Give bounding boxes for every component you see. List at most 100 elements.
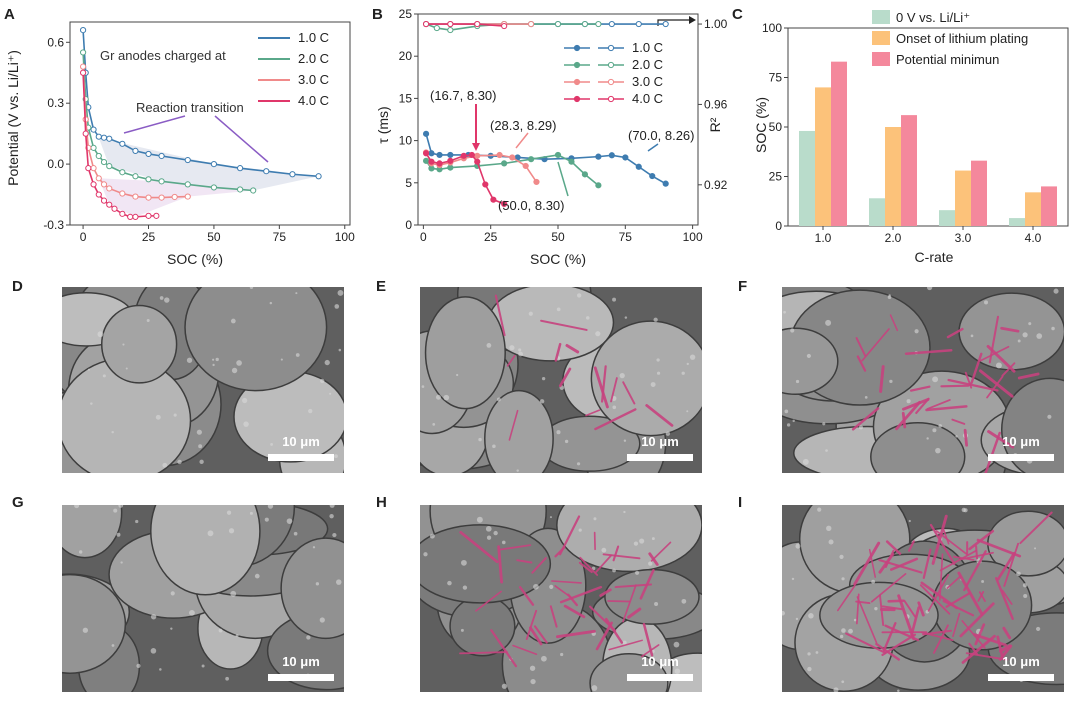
- surface-debris: [329, 505, 335, 508]
- lithium-dendrite: [599, 588, 612, 597]
- graphite-particle: [870, 421, 966, 473]
- lithium-dendrite: [475, 590, 502, 612]
- surface-debris: [198, 444, 203, 449]
- chart-b-annotation-2: (28.3, 8.29): [490, 118, 557, 133]
- lithium-dendrite: [984, 431, 1001, 473]
- surface-debris: [839, 554, 844, 559]
- surface-debris: [593, 517, 597, 521]
- lithium-dendrite: [558, 367, 572, 388]
- chart-a-xtick-label-1: 25: [142, 230, 156, 244]
- surface-debris: [623, 510, 626, 514]
- lithium-dendrite: [909, 385, 931, 392]
- surface-debris: [170, 591, 175, 596]
- surface-debris: [673, 641, 680, 648]
- surface-debris: [456, 373, 459, 377]
- graphite-particle: [958, 292, 1064, 371]
- chart-c-xtick-label-2: 3.0: [955, 231, 972, 245]
- chart-b-point-1-8: [568, 158, 575, 165]
- surface-debris: [784, 409, 789, 414]
- sem-image-g: [62, 505, 344, 692]
- lithium-dendrite: [875, 642, 901, 661]
- surface-debris: [135, 519, 139, 524]
- surface-debris: [560, 652, 564, 657]
- surface-debris: [790, 328, 795, 333]
- chart-c-ylabel: SOC (%): [753, 97, 769, 153]
- lithium-dendrite: [506, 354, 516, 367]
- surface-debris: [887, 295, 892, 299]
- chart-b-point-3-4: [460, 152, 467, 159]
- surface-debris: [111, 430, 114, 434]
- surface-debris: [539, 399, 545, 404]
- surface-debris: [601, 547, 607, 553]
- chart-b-point-0-11: [622, 154, 629, 161]
- sem-image-f: [782, 287, 1064, 473]
- lithium-dendrite: [516, 559, 533, 564]
- chart-b-ytick-label-3: 15: [399, 91, 413, 105]
- lithium-dendrite: [929, 523, 956, 566]
- lithium-dendrite: [927, 573, 950, 612]
- chart-b-point-0-3: [447, 151, 454, 159]
- chart-b-point-0-14: [662, 180, 669, 187]
- sem-image-h-svg: [420, 505, 702, 692]
- chart-a-point-3-1: [82, 130, 89, 137]
- lithium-dendrite: [559, 515, 581, 556]
- surface-debris: [938, 424, 943, 428]
- lithium-dendrite: [947, 378, 999, 392]
- chart-a-point-0-5: [100, 134, 108, 141]
- chart-a-point-2-10: [158, 194, 165, 201]
- lithium-dendrite: [938, 553, 944, 601]
- lithium-dendrite: [845, 632, 886, 654]
- chart-a-point-0-6: [106, 135, 113, 142]
- surface-debris: [825, 319, 832, 326]
- lithium-dendrite: [602, 553, 641, 560]
- lithium-dendrite: [1019, 511, 1053, 545]
- surface-debris: [125, 367, 128, 370]
- lithium-dendrite: [996, 635, 1004, 658]
- chart-a-xlabel: SOC (%): [167, 251, 223, 267]
- chart-b-annotation-3: (70.0, 8.26): [628, 128, 695, 143]
- surface-debris: [269, 301, 273, 305]
- lithium-dendrite: [999, 644, 1012, 653]
- lithium-dendrite: [1003, 542, 1020, 587]
- lithium-dendrite: [856, 596, 878, 644]
- surface-debris: [889, 379, 893, 384]
- lithium-dendrite: [976, 538, 1022, 558]
- chart-a-point-2-5: [100, 181, 108, 188]
- lithium-dendrite: [887, 599, 905, 603]
- scale-bar-label-i: 10 μm: [1002, 654, 1040, 669]
- surface-debris: [267, 505, 274, 509]
- chart-b-point-5-6: [554, 20, 562, 28]
- lithium-dendrite: [861, 328, 890, 362]
- lithium-dendrite: [1000, 326, 1020, 333]
- lithium-dendrite: [531, 557, 547, 574]
- surface-debris: [576, 293, 582, 298]
- panel-label-c: C: [732, 6, 743, 23]
- chart-a-point-0-7: [119, 140, 126, 147]
- lithium-dendrite: [459, 651, 508, 655]
- surface-debris: [1023, 593, 1028, 599]
- chart-a-point-1-5: [100, 158, 108, 166]
- sem-image-i-svg: [782, 505, 1064, 692]
- scale-bar-e: [627, 454, 693, 461]
- surface-debris: [177, 459, 182, 465]
- surface-debris: [530, 678, 536, 685]
- chart-b-point-3-1: [428, 158, 435, 165]
- chart-b-annotation-arrowhead-1: [472, 143, 480, 151]
- surface-debris: [332, 532, 337, 538]
- lithium-dendrite: [648, 552, 659, 566]
- chart-b-point-3-8: [490, 196, 497, 203]
- chart-b-legend-hollow-marker-3: [607, 95, 615, 103]
- chart-a-point-1-9: [145, 176, 152, 183]
- surface-debris: [888, 294, 891, 297]
- chart-b-legend-filled-marker-1: [573, 61, 581, 69]
- lithium-dendrite: [529, 626, 543, 646]
- lithium-dendrite: [549, 605, 558, 628]
- scale-bar-label-h: 10 μm: [641, 654, 679, 669]
- surface-debris: [90, 402, 93, 405]
- chart-a-point-1-8: [132, 173, 139, 180]
- chart-c-xlabel: C-rate: [915, 249, 954, 265]
- surface-debris: [1036, 333, 1043, 339]
- chart-a-point-1-10: [158, 178, 165, 185]
- panel-label-b: B: [372, 6, 383, 23]
- lithium-dendrite: [540, 319, 588, 331]
